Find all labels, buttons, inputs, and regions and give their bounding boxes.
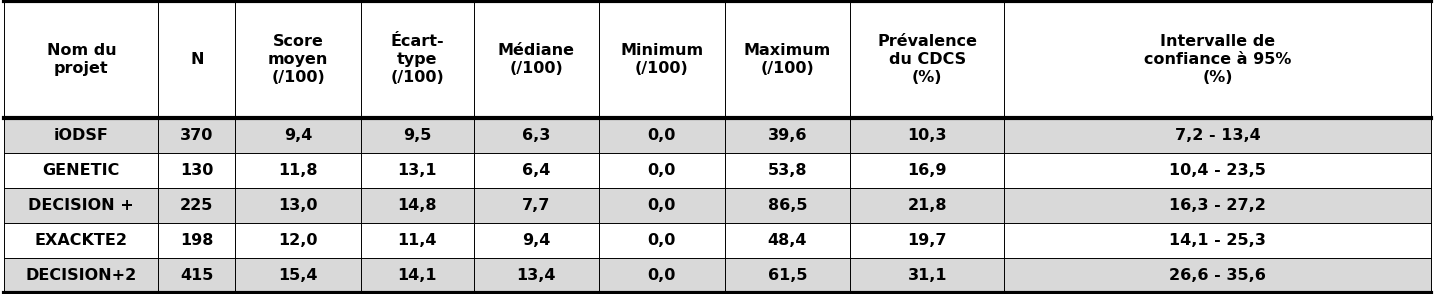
Text: 13,0: 13,0 — [278, 198, 319, 213]
Bar — [4, 188, 1431, 223]
Text: 14,1: 14,1 — [397, 268, 438, 283]
Text: Score
moyen
(/100): Score moyen (/100) — [268, 34, 329, 85]
Text: 9,4: 9,4 — [284, 128, 313, 143]
Text: 86,5: 86,5 — [768, 198, 806, 213]
Text: 0,0: 0,0 — [647, 233, 676, 248]
Text: Écart-
type
(/100): Écart- type (/100) — [390, 34, 443, 85]
Text: Nom du
projet: Nom du projet — [46, 43, 116, 76]
Text: 10,4 - 23,5: 10,4 - 23,5 — [1170, 163, 1266, 178]
Text: 13,1: 13,1 — [397, 163, 438, 178]
Text: Intervalle de
confiance à 95%
(%): Intervalle de confiance à 95% (%) — [1144, 34, 1292, 85]
Bar — [4, 258, 1431, 293]
Bar — [4, 1, 1431, 118]
Text: 370: 370 — [181, 128, 214, 143]
Text: Médiane
(/100): Médiane (/100) — [498, 43, 575, 76]
Text: 16,9: 16,9 — [907, 163, 947, 178]
Bar — [4, 153, 1431, 188]
Text: 6,4: 6,4 — [522, 163, 551, 178]
Text: GENETIC: GENETIC — [43, 163, 121, 178]
Text: 16,3 - 27,2: 16,3 - 27,2 — [1170, 198, 1266, 213]
Text: N: N — [189, 52, 204, 67]
Text: 53,8: 53,8 — [768, 163, 806, 178]
Text: DECISION+2: DECISION+2 — [26, 268, 136, 283]
Text: 6,3: 6,3 — [522, 128, 551, 143]
Text: 225: 225 — [181, 198, 214, 213]
Text: Maximum
(/100): Maximum (/100) — [743, 43, 831, 76]
Text: 9,5: 9,5 — [403, 128, 432, 143]
Bar — [4, 223, 1431, 258]
Text: DECISION +: DECISION + — [29, 198, 135, 213]
Text: 415: 415 — [181, 268, 214, 283]
Text: 11,8: 11,8 — [278, 163, 319, 178]
Text: 7,2 - 13,4: 7,2 - 13,4 — [1175, 128, 1260, 143]
Text: 31,1: 31,1 — [907, 268, 947, 283]
Text: 0,0: 0,0 — [647, 268, 676, 283]
Text: 15,4: 15,4 — [278, 268, 319, 283]
Text: Minimum
(/100): Minimum (/100) — [620, 43, 703, 76]
Text: 0,0: 0,0 — [647, 128, 676, 143]
Text: 48,4: 48,4 — [768, 233, 806, 248]
Text: 21,8: 21,8 — [907, 198, 947, 213]
Text: 12,0: 12,0 — [278, 233, 319, 248]
Text: Prévalence
du CDCS
(%): Prévalence du CDCS (%) — [877, 34, 977, 85]
Text: 10,3: 10,3 — [907, 128, 947, 143]
Text: 13,4: 13,4 — [517, 268, 557, 283]
Text: 11,4: 11,4 — [397, 233, 438, 248]
Text: 198: 198 — [181, 233, 214, 248]
Text: iODSF: iODSF — [55, 128, 109, 143]
Text: 0,0: 0,0 — [647, 163, 676, 178]
Text: 26,6 - 35,6: 26,6 - 35,6 — [1170, 268, 1266, 283]
Text: 19,7: 19,7 — [907, 233, 947, 248]
Text: 61,5: 61,5 — [768, 268, 806, 283]
Text: 14,1 - 25,3: 14,1 - 25,3 — [1170, 233, 1266, 248]
Text: 39,6: 39,6 — [768, 128, 806, 143]
Text: 9,4: 9,4 — [522, 233, 551, 248]
Text: 7,7: 7,7 — [522, 198, 551, 213]
Bar — [4, 118, 1431, 153]
Text: EXACKTE2: EXACKTE2 — [34, 233, 128, 248]
Text: 130: 130 — [181, 163, 214, 178]
Text: 14,8: 14,8 — [397, 198, 438, 213]
Text: 0,0: 0,0 — [647, 198, 676, 213]
